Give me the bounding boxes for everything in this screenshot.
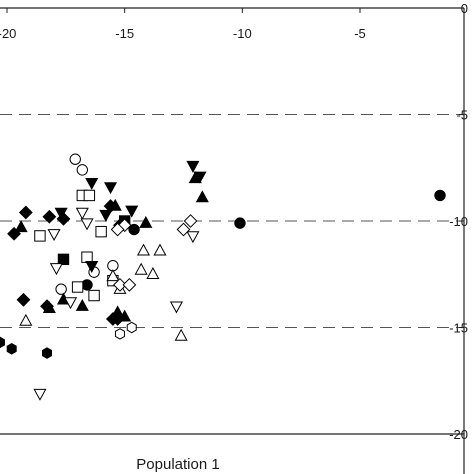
axis-ticks <box>6 7 464 435</box>
diamond-filled-point <box>18 205 33 220</box>
circle-open-point <box>76 164 89 176</box>
diamond-filled-point <box>110 312 125 326</box>
y-tick-label: -5 <box>456 108 468 123</box>
y-tick-label: -20 <box>449 427 468 442</box>
y-tick-label: 0 <box>461 1 468 16</box>
triangle-down-open-point <box>49 263 63 276</box>
triangle-up-filled-point <box>14 220 28 233</box>
triangle-down-open-point <box>33 388 47 401</box>
diamond-open-point <box>176 222 191 237</box>
triangle-up-open-point <box>19 313 33 326</box>
triangle-down-filled-point <box>85 261 99 273</box>
circle-filled-point <box>434 189 446 202</box>
triangle-down-open-point <box>63 297 78 310</box>
diamond-open-point <box>113 277 127 292</box>
square-open-point <box>95 225 107 238</box>
x-tick-label: -5 <box>354 26 366 41</box>
x-tick-label: -10 <box>233 26 252 41</box>
diamond-open-point <box>122 277 137 292</box>
hexagon-open-point <box>126 321 137 334</box>
triangle-up-open-point <box>136 243 151 256</box>
hexagon-filled-point <box>0 336 5 349</box>
axes <box>0 7 465 474</box>
triangle-up-open-point <box>153 243 167 256</box>
circle-filled-point <box>234 217 246 229</box>
triangle-down-open-point <box>80 218 94 231</box>
triangle-down-filled-point <box>193 171 207 184</box>
triangle-down-open-point <box>47 229 61 242</box>
circle-open-point <box>69 153 81 165</box>
triangle-up-open-point <box>174 328 188 341</box>
y-tick-label: -10 <box>449 214 468 229</box>
square-filled-point <box>57 253 70 266</box>
tick-labels: -20 -15 -10 -5 0 -5 -10 -15 -20 <box>0 1 468 442</box>
square-open-point <box>34 230 46 242</box>
diamond-filled-point <box>7 226 21 241</box>
triangle-down-open-point <box>169 301 183 314</box>
circle-open-point <box>55 283 67 295</box>
x-tick-label: -20 <box>0 26 16 41</box>
square-open-point <box>81 251 93 263</box>
triangle-up-filled-point <box>75 298 89 311</box>
triangle-down-filled-point <box>186 160 200 173</box>
circle-filled-point <box>81 279 93 291</box>
triangle-up-filled-point <box>195 190 209 203</box>
diamond-filled-point <box>56 211 71 226</box>
square-open-point <box>71 281 84 293</box>
triangle-down-open-point <box>186 231 200 244</box>
triangle-up-open-point <box>146 267 160 279</box>
hexagon-filled-point <box>6 343 17 355</box>
triangle-up-open-point <box>134 262 148 275</box>
triangle-down-filled-point <box>99 209 113 222</box>
diamond-filled-point <box>40 299 54 314</box>
triangle-down-filled-point <box>125 205 139 218</box>
diamond-open-point <box>110 222 125 237</box>
x-tick-label: -15 <box>115 26 134 41</box>
triangle-up-open-point <box>106 269 120 282</box>
x-axis-title: Population 1 <box>136 456 219 473</box>
hexagon-open-point <box>114 328 125 340</box>
triangle-down-open-point <box>75 207 89 220</box>
reference-lines <box>0 114 464 328</box>
square-open-point <box>88 289 100 302</box>
diamond-filled-point <box>103 199 118 213</box>
hexagon-filled-point <box>42 347 53 359</box>
triangle-up-filled-point <box>139 215 153 228</box>
y-tick-label: -15 <box>449 321 468 336</box>
triangle-down-filled-point <box>104 182 118 195</box>
diamond-filled-point <box>42 209 57 224</box>
data-points <box>0 153 446 401</box>
circle-filled-point <box>128 223 140 236</box>
diamond-filled-point <box>16 292 31 307</box>
triangle-down-filled-point <box>85 177 99 190</box>
diamond-open-point <box>183 214 198 228</box>
square-open-point <box>83 189 96 202</box>
